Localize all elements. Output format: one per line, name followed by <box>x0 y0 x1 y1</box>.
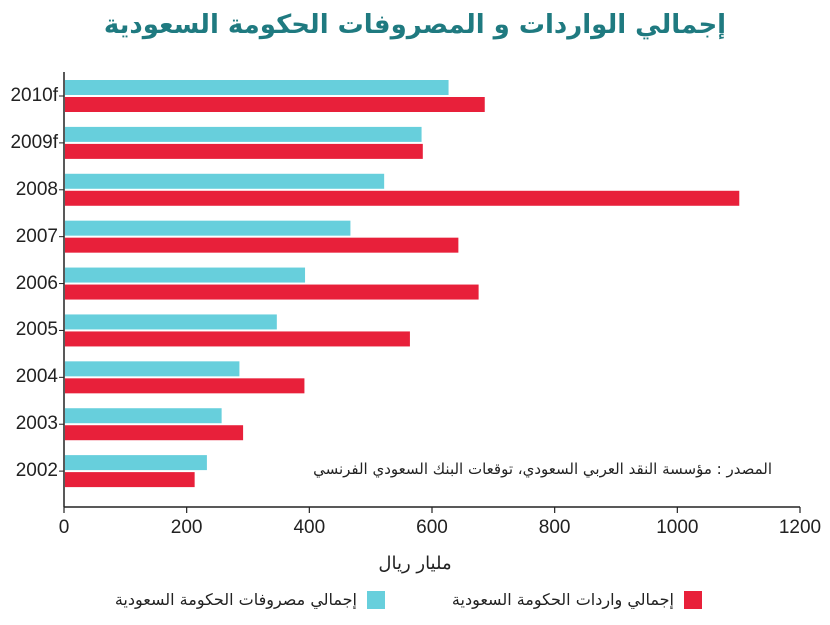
x-tick-label: 1000 <box>656 517 699 538</box>
bar-expenditure-2003 <box>65 408 222 424</box>
bar-revenue-2006 <box>65 284 479 300</box>
y-tick-label: 2010f <box>10 85 58 106</box>
bar-expenditure-2005 <box>65 314 277 330</box>
x-tick-label: 800 <box>538 517 571 538</box>
bar-expenditure-2007 <box>65 220 351 236</box>
legend-swatch-expenditure <box>367 590 385 609</box>
bar-expenditure-2010f <box>65 80 449 95</box>
x-axis-title: مليار ريال <box>378 553 452 574</box>
legend-label-revenue: إجمالي واردات الحكومة السعودية <box>451 590 674 609</box>
bar-revenue-2002 <box>65 472 195 488</box>
legend-label-expenditure: إجمالي مصروفات الحكومة السعودية <box>114 590 357 609</box>
y-tick-label: 2004 <box>15 366 58 388</box>
bar-expenditure-2004 <box>65 361 240 377</box>
legend-item-expenditure: إجمالي مصروفات الحكومة السعودية <box>115 590 385 609</box>
x-tick-label: 0 <box>58 517 70 538</box>
bar-expenditure-2009f <box>65 126 422 142</box>
x-tick-label: 1200 <box>778 517 822 538</box>
y-tick-label: 2005 <box>15 319 58 341</box>
x-tick-label: 600 <box>416 517 448 538</box>
bar-revenue-2004 <box>65 378 305 394</box>
chart-title: إجمالي الواردات و المصروفات الحكومة السع… <box>103 10 727 40</box>
bar-revenue-2005 <box>65 331 410 347</box>
bar-expenditure-2002 <box>65 455 207 471</box>
y-tick-label: 2007 <box>15 225 58 247</box>
bar-expenditure-2006 <box>65 267 306 283</box>
bar-revenue-2009f <box>65 143 423 159</box>
y-tick-label: 2009f <box>10 131 58 153</box>
bar-revenue-2010f <box>65 97 485 112</box>
y-tick-label: 2008 <box>15 178 58 200</box>
legend-item-revenue: إجمالي واردات الحكومة السعودية <box>452 590 702 609</box>
x-tick-label: 400 <box>293 517 326 538</box>
bar-revenue-2008 <box>65 190 740 206</box>
legend-swatch-revenue <box>684 590 702 609</box>
y-tick-label: 2002 <box>15 460 58 482</box>
bar-revenue-2007 <box>65 237 459 253</box>
y-tick-label: 2003 <box>15 413 58 435</box>
bar-revenue-2003 <box>65 425 244 441</box>
source-note: المصدر : مؤسسة النقد العربي السعودي، توق… <box>313 460 772 478</box>
bar-expenditure-2008 <box>65 173 385 189</box>
y-tick-label: 2006 <box>15 272 58 294</box>
x-tick-label: 200 <box>170 517 203 538</box>
